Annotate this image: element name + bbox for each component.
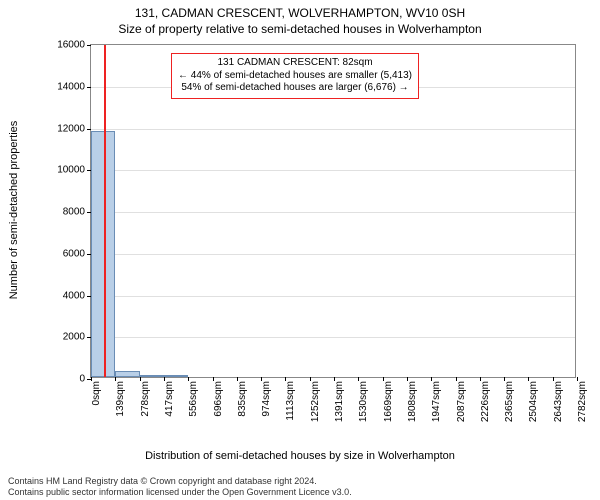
- x-tick-label: 2226sqm: [480, 381, 491, 422]
- x-tick-label: 974sqm: [261, 381, 272, 417]
- histogram-bar: [115, 371, 139, 377]
- footer-line-2: Contains public sector information licen…: [8, 487, 592, 498]
- y-tick-label: 14000: [57, 81, 85, 92]
- y-tick-label: 12000: [57, 123, 85, 134]
- y-tick-label: 6000: [63, 248, 85, 259]
- x-tick-label: 1808sqm: [407, 381, 418, 422]
- x-tick-label: 696sqm: [213, 381, 224, 417]
- gridline: [91, 296, 575, 297]
- x-tick-label: 139sqm: [115, 381, 126, 417]
- x-tick-label: 2504sqm: [528, 381, 539, 422]
- x-tick-label: 1669sqm: [383, 381, 394, 422]
- annotation-line: 54% of semi-detached houses are larger (…: [178, 82, 412, 95]
- histogram-bar: [140, 375, 164, 377]
- footer-credits: Contains HM Land Registry data © Crown c…: [8, 476, 592, 498]
- y-axis-label: Number of semi-detached properties: [8, 121, 20, 300]
- x-tick-label: 1530sqm: [358, 381, 369, 422]
- annotation-box: 131 CADMAN CRESCENT: 82sqm← 44% of semi-…: [171, 53, 419, 99]
- histogram-bar: [164, 375, 188, 377]
- gridline: [91, 337, 575, 338]
- x-tick-label: 0sqm: [91, 381, 102, 405]
- annotation-line: ← 44% of semi-detached houses are smalle…: [178, 70, 412, 83]
- x-tick-label: 417sqm: [164, 381, 175, 417]
- x-tick-label: 278sqm: [140, 381, 151, 417]
- page-title: 131, CADMAN CRESCENT, WOLVERHAMPTON, WV1…: [0, 0, 600, 20]
- y-tick-label: 10000: [57, 165, 85, 176]
- plot-region: 02000400060008000100001200014000160000sq…: [90, 44, 576, 378]
- chart-area: 02000400060008000100001200014000160000sq…: [52, 44, 576, 402]
- gridline: [91, 212, 575, 213]
- y-tick-label: 2000: [63, 332, 85, 343]
- y-tick-label: 8000: [63, 207, 85, 218]
- footer-line-1: Contains HM Land Registry data © Crown c…: [8, 476, 592, 487]
- x-tick-label: 2782sqm: [577, 381, 588, 422]
- x-tick-label: 556sqm: [188, 381, 199, 417]
- x-tick-label: 2365sqm: [504, 381, 515, 422]
- gridline: [91, 129, 575, 130]
- x-tick-label: 1947sqm: [431, 381, 442, 422]
- x-tick-label: 2087sqm: [456, 381, 467, 422]
- annotation-line: 131 CADMAN CRESCENT: 82sqm: [178, 57, 412, 70]
- y-tick-label: 4000: [63, 290, 85, 301]
- x-tick-label: 1252sqm: [310, 381, 321, 422]
- x-tick-label: 1391sqm: [334, 381, 345, 422]
- x-axis-label: Distribution of semi-detached houses by …: [0, 450, 600, 462]
- x-tick-label: 1113sqm: [285, 381, 296, 421]
- y-tick-label: 16000: [57, 40, 85, 51]
- histogram-bar: [91, 131, 115, 377]
- x-tick-label: 835sqm: [237, 381, 248, 417]
- y-tick-label: 0: [79, 374, 85, 385]
- gridline: [91, 170, 575, 171]
- x-tick-label: 2643sqm: [553, 381, 564, 422]
- chart-subtitle: Size of property relative to semi-detach…: [0, 20, 600, 36]
- property-marker-line: [104, 45, 106, 377]
- gridline: [91, 254, 575, 255]
